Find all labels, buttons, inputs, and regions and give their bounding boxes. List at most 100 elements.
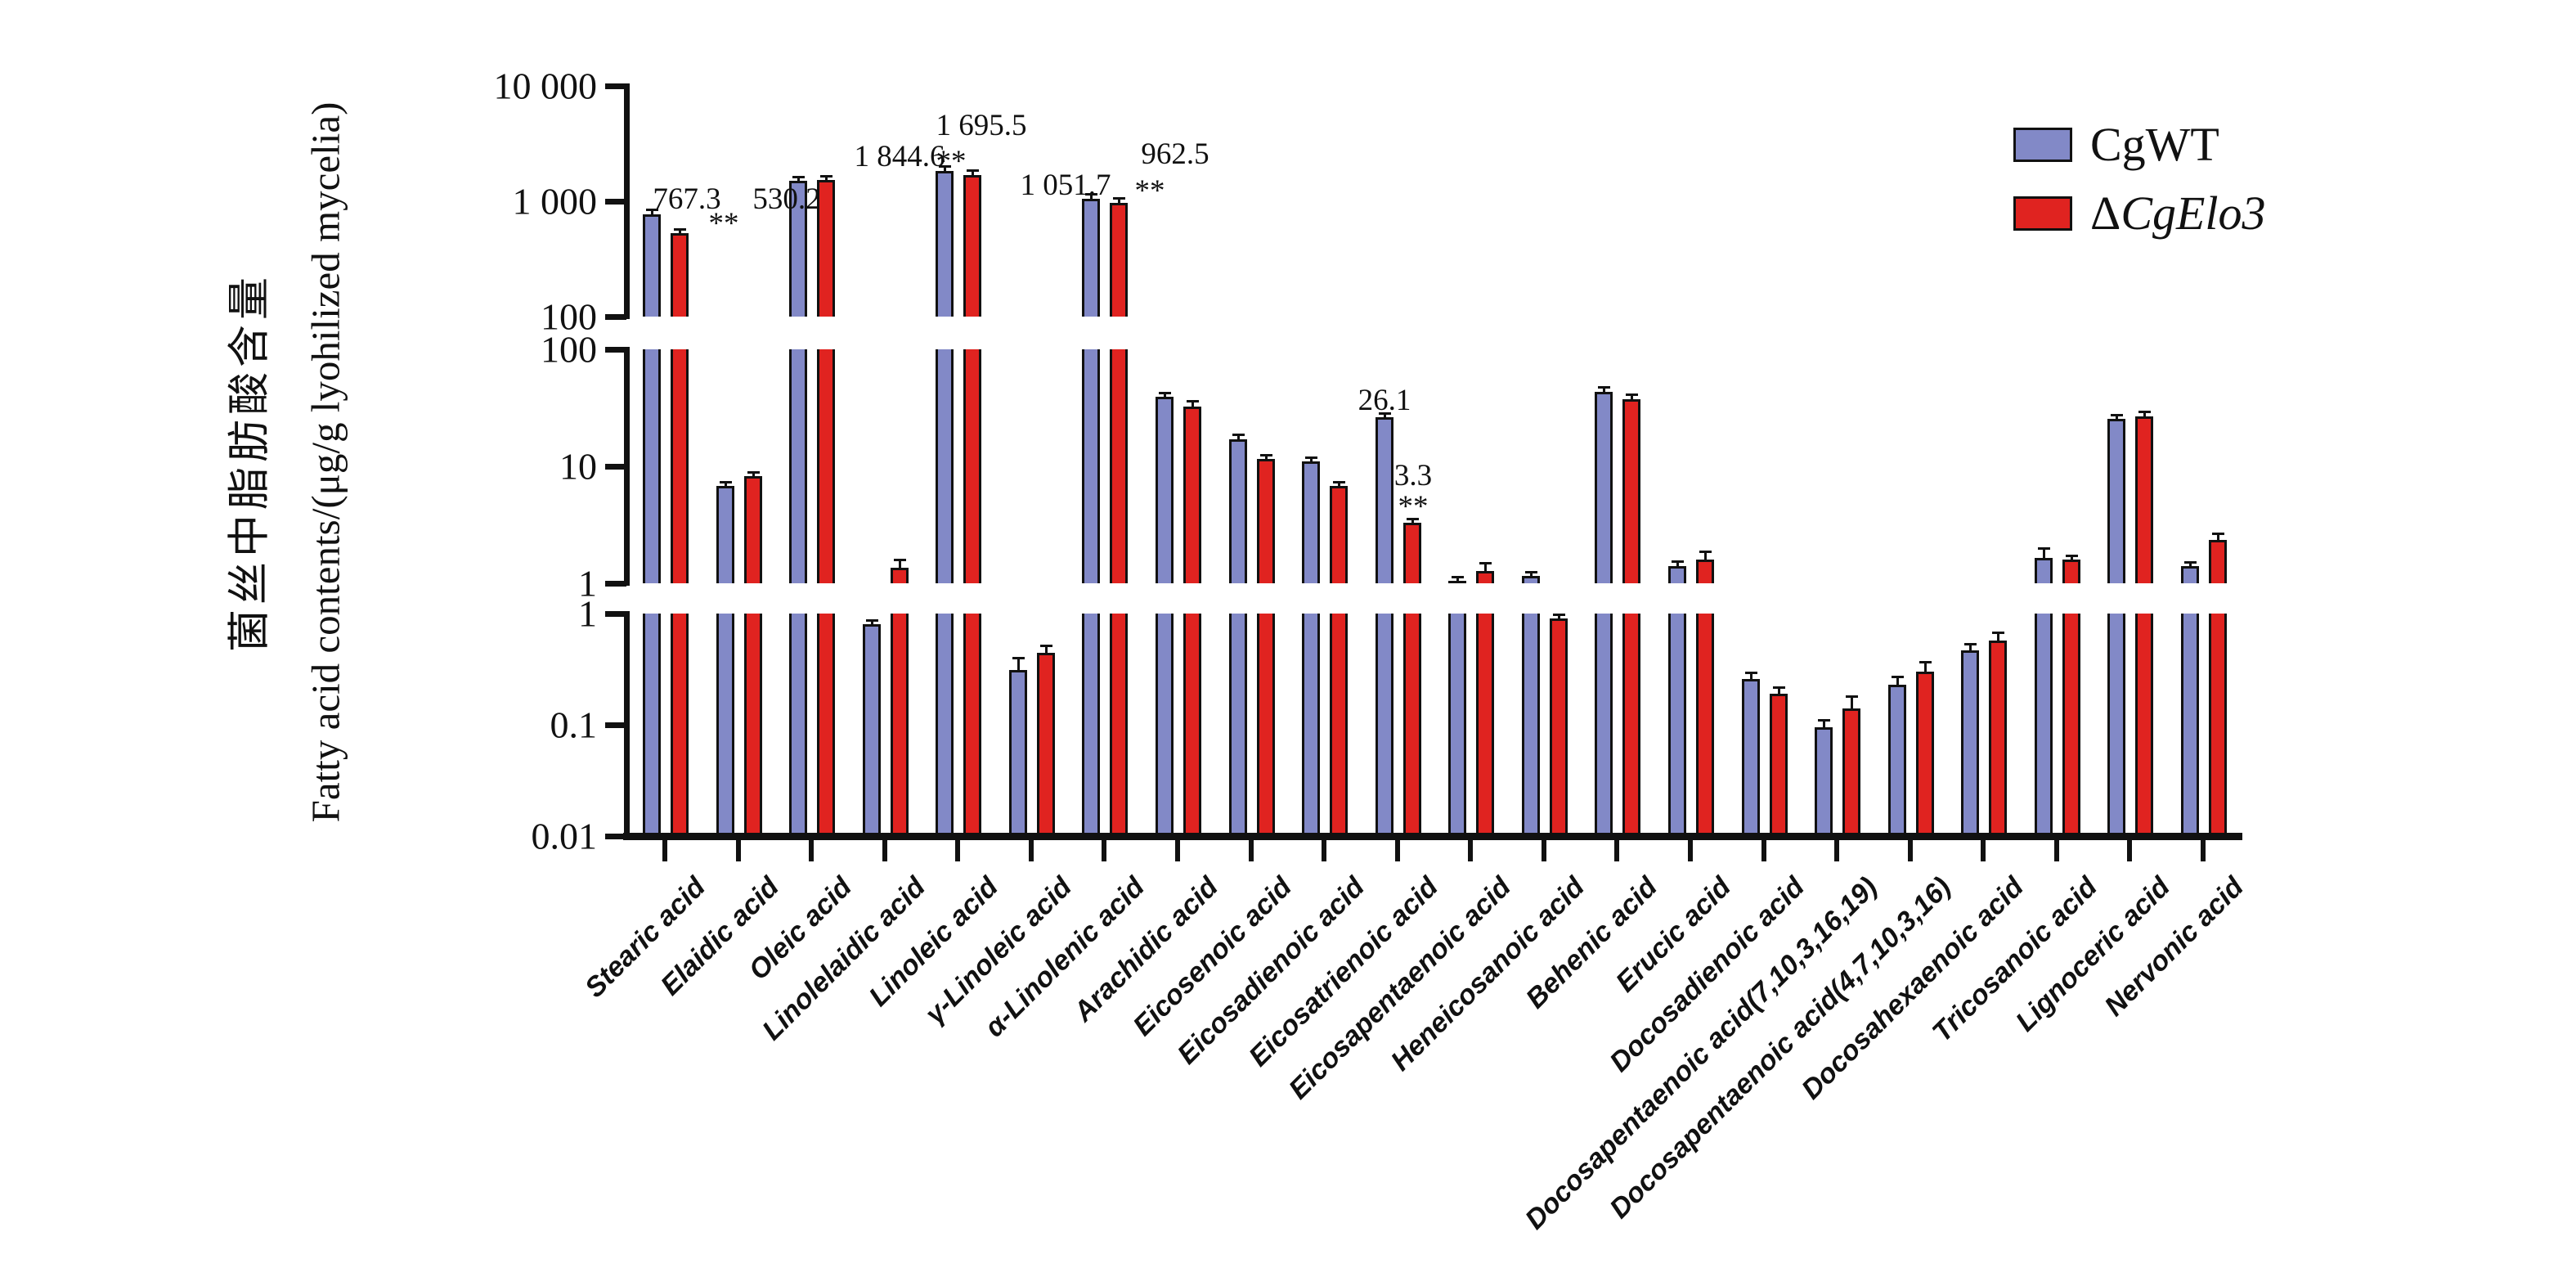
bar-cgelo3-segment bbox=[1622, 614, 1641, 836]
error-bar-stem bbox=[1923, 663, 1927, 672]
error-bar-cap bbox=[1259, 454, 1272, 457]
error-bar-stem bbox=[1484, 563, 1488, 571]
error-bar-stem bbox=[1264, 456, 1268, 460]
error-bar-cap bbox=[719, 480, 732, 483]
x-axis-tick bbox=[809, 840, 815, 861]
bar-cgwt-segment bbox=[643, 614, 661, 836]
legend: CgWT ΔCgElo3 bbox=[2013, 121, 2266, 259]
bar-cgelo3-segment bbox=[2062, 559, 2080, 583]
error-bar-stem bbox=[2070, 555, 2073, 560]
error-bar-cap bbox=[1598, 386, 1611, 389]
legend-swatch bbox=[2013, 128, 2072, 162]
significance-mark: ** bbox=[1398, 490, 1429, 524]
error-bar-stem bbox=[679, 229, 681, 233]
error-bar-cap bbox=[1964, 642, 1977, 645]
error-bar-cap bbox=[1552, 614, 1565, 617]
bar-cgelo3-segment bbox=[2062, 614, 2080, 836]
error-bar-cap bbox=[1818, 719, 1831, 722]
legend-swatch bbox=[2013, 196, 2072, 231]
error-bar-stem bbox=[2216, 533, 2219, 540]
bar-cgelo3-segment bbox=[1256, 459, 1275, 583]
y-axis-tick bbox=[605, 314, 626, 320]
bar-cgwt-segment bbox=[1228, 614, 1247, 836]
y-axis-tick bbox=[605, 347, 626, 353]
value-label: 530.2 bbox=[752, 182, 821, 216]
bar-cgwt-segment bbox=[1595, 392, 1613, 583]
x-axis-tick bbox=[735, 840, 741, 861]
error-bar-cap bbox=[2211, 532, 2224, 535]
bar-cgwt-segment bbox=[1741, 678, 1760, 836]
error-bar-cap bbox=[1671, 560, 1684, 564]
bar-cgwt-segment bbox=[1155, 397, 1174, 583]
x-axis-tick bbox=[1248, 840, 1254, 861]
bar-cgwt-segment bbox=[716, 614, 734, 836]
error-bar-stem bbox=[1236, 435, 1240, 440]
error-bar-cap bbox=[646, 209, 658, 212]
error-bar-cap bbox=[2138, 411, 2152, 414]
bar-cgwt-segment bbox=[936, 170, 954, 317]
error-bar-cap bbox=[1158, 392, 1171, 395]
error-bar-cap bbox=[792, 176, 806, 179]
bar-cgwt-segment bbox=[2180, 566, 2199, 583]
x-axis-tick bbox=[2053, 840, 2059, 861]
bar-cgwt-segment bbox=[1155, 614, 1174, 836]
error-bar-cap bbox=[1378, 412, 1391, 416]
error-bar-stem bbox=[1631, 394, 1634, 399]
x-axis-tick bbox=[1834, 840, 1840, 861]
bar-cgwt-segment bbox=[1302, 614, 1321, 836]
bar-cgelo3-segment bbox=[963, 349, 982, 583]
y-axis-tick-label: 100 bbox=[541, 295, 597, 338]
error-bar-cap bbox=[1891, 675, 1904, 678]
bar-cgwt-segment bbox=[1082, 614, 1101, 836]
bar-cgelo3-segment bbox=[963, 614, 982, 836]
y-axis-tick bbox=[605, 834, 626, 839]
error-bar-cap bbox=[1452, 575, 1465, 578]
bar-cgelo3-segment bbox=[671, 614, 689, 836]
error-bar-cap bbox=[1305, 456, 1318, 460]
bar-cgwt-segment bbox=[2107, 614, 2126, 836]
bar-cgelo3-segment bbox=[671, 349, 689, 583]
bar-cgelo3-segment bbox=[1330, 614, 1349, 836]
error-bar-stem bbox=[752, 472, 755, 476]
error-bar-cap bbox=[674, 227, 686, 231]
x-axis-tick bbox=[1687, 840, 1693, 861]
error-bar-cap bbox=[1744, 671, 1757, 674]
y-axis-tick-label: 1 000 bbox=[512, 180, 598, 223]
legend-label: ΔCgElo3 bbox=[2090, 187, 2266, 240]
y-axis-tick-label: 10 bbox=[559, 445, 597, 488]
y-axis-spine bbox=[624, 347, 630, 586]
x-axis-tick bbox=[1322, 840, 1327, 861]
y-axis-tick-label: 0.1 bbox=[550, 704, 598, 746]
error-bar-stem bbox=[797, 178, 801, 182]
y-axis-tick-label: 100 bbox=[541, 328, 597, 371]
legend-item: ΔCgElo3 bbox=[2013, 190, 2266, 237]
error-bar-stem bbox=[1777, 688, 1780, 695]
error-bar-stem bbox=[1676, 562, 1679, 567]
bar-cgelo3-segment bbox=[1695, 559, 1714, 583]
bar-cgwt-segment bbox=[1008, 670, 1027, 836]
value-label: 26.1 bbox=[1358, 384, 1411, 417]
error-bar-stem bbox=[1851, 697, 1854, 709]
bar-cgelo3-segment bbox=[963, 174, 982, 317]
error-bar-cap bbox=[2183, 561, 2197, 564]
y-axis-tick-label: 1 bbox=[578, 562, 597, 605]
y-axis-tick-label: 0.01 bbox=[531, 815, 598, 857]
bar-cgwt-segment bbox=[936, 614, 954, 836]
y-axis-title-chinese: 菌丝中脂肪酸含量 bbox=[227, 272, 274, 653]
bar-cgelo3-segment bbox=[1183, 614, 1201, 836]
significance-mark: ** bbox=[1134, 174, 1165, 208]
bar-cgelo3-segment bbox=[1110, 349, 1129, 583]
error-bar-stem bbox=[1044, 646, 1048, 654]
x-axis-line bbox=[623, 833, 2242, 840]
error-bar-cap bbox=[1232, 434, 1245, 437]
error-bar-stem bbox=[2188, 563, 2192, 567]
bar-cgelo3-segment bbox=[1110, 614, 1129, 836]
error-bar-stem bbox=[1529, 573, 1533, 577]
error-bar-stem bbox=[1383, 414, 1386, 418]
error-bar-cap bbox=[1992, 632, 2005, 635]
y-axis-tick bbox=[605, 581, 626, 587]
error-bar-cap bbox=[747, 470, 760, 474]
error-bar-cap bbox=[1012, 657, 1025, 660]
bar-cgwt-segment bbox=[643, 214, 661, 317]
